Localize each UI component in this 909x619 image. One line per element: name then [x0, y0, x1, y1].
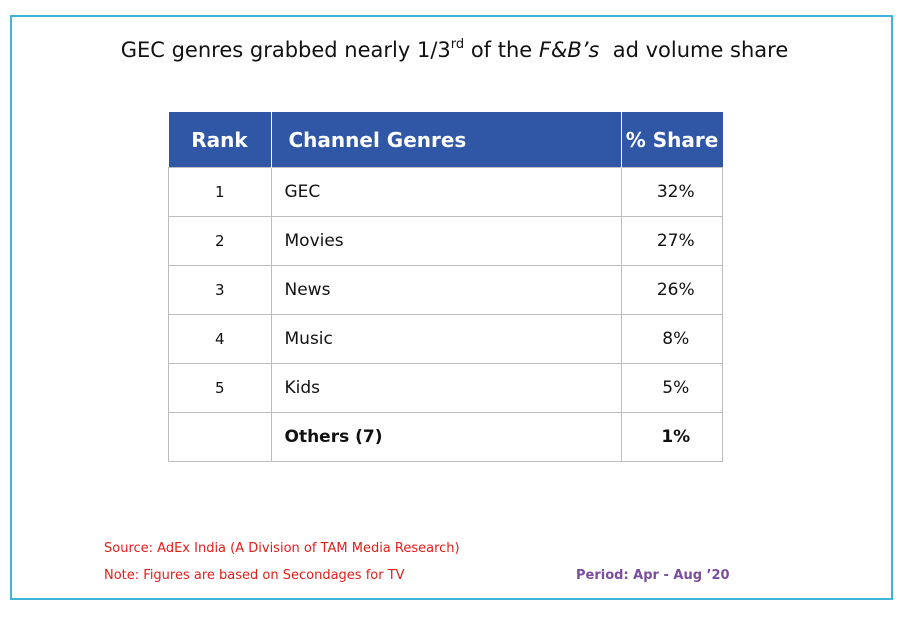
secondages-note: Note: Figures are based on Secondages fo… [104, 568, 405, 583]
table-row: 4 Music 8% [168, 314, 723, 364]
title-superscript: rd [450, 37, 465, 52]
title-italic: F&B’s [538, 38, 600, 62]
share-cell: 8% [620, 314, 723, 364]
table-header-row: Rank Channel Genres % Share [168, 112, 723, 168]
genre-cell: Others (7) [270, 412, 622, 462]
rank-cell [168, 412, 272, 462]
rank-cell: 4 [168, 314, 272, 364]
table-row-others: Others (7) 1% [168, 412, 723, 462]
genre-share-table: Rank Channel Genres % Share 1 GEC 32% 2 … [168, 112, 723, 462]
title-middle: of the [464, 38, 539, 62]
period-label: Period: Apr - Aug ’20 [576, 568, 730, 583]
share-cell: 27% [620, 216, 723, 266]
rank-cell: 1 [168, 167, 272, 217]
genre-cell: GEC [270, 167, 622, 217]
title-suffix: ad volume share [599, 38, 789, 62]
header-rank: Rank [168, 112, 272, 168]
title-prefix: GEC genres grabbed nearly 1/3 [120, 38, 451, 62]
table-row: 2 Movies 27% [168, 216, 723, 266]
share-cell: 32% [620, 167, 723, 217]
share-cell: 26% [620, 265, 723, 315]
rank-cell: 3 [168, 265, 272, 315]
slide-title: GEC genres grabbed nearly 1/3rd of the F… [0, 38, 909, 62]
genre-cell: News [270, 265, 622, 315]
share-cell: 5% [620, 363, 723, 413]
table-row: 5 Kids 5% [168, 363, 723, 413]
header-channel-genres: Channel Genres [271, 112, 622, 168]
rank-cell: 5 [168, 363, 272, 413]
genre-cell: Movies [270, 216, 622, 266]
rank-cell: 2 [168, 216, 272, 266]
genre-cell: Music [270, 314, 622, 364]
table-row: 3 News 26% [168, 265, 723, 315]
share-cell: 1% [620, 412, 723, 462]
source-note: Source: AdEx India (A Division of TAM Me… [104, 541, 460, 556]
genre-cell: Kids [270, 363, 622, 413]
table-row: 1 GEC 32% [168, 167, 723, 217]
header-share: % Share [621, 112, 723, 168]
